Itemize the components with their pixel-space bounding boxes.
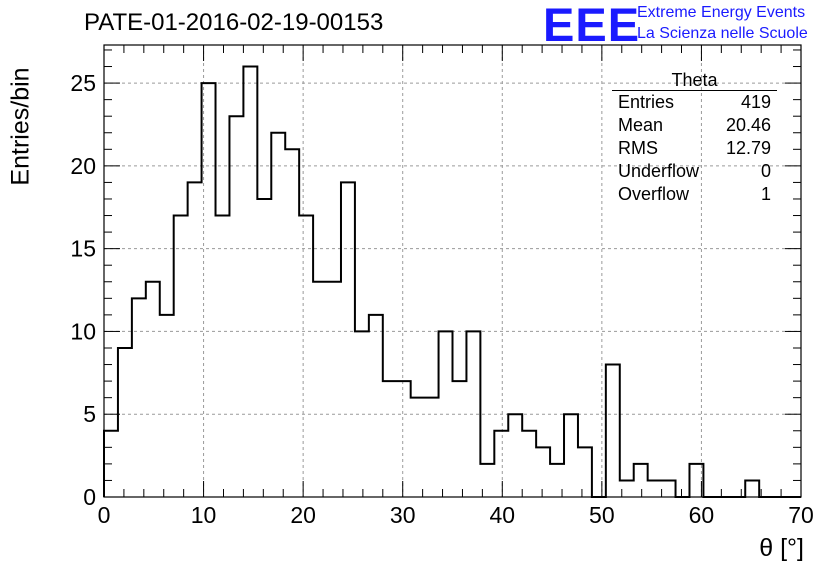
y-tick-label: 10 [70,318,96,344]
stats-label: Entries [618,92,675,112]
plot-frame [103,44,802,498]
stats-label: RMS [618,138,658,158]
eee-logo: EEE [543,0,641,51]
stats-row-overflow: Overflow 1 [612,183,777,206]
x-axis-label: θ [°] [759,534,804,562]
stats-value: 419 [740,92,771,112]
x-tick-label: 0 [98,502,111,528]
x-tick-label: 10 [191,502,217,528]
histogram-outline [103,65,801,498]
chart-title: PATE-01-2016-02-19-00153 [84,9,384,36]
stats-box: Theta Entries 419 Mean 20.46 RMS 12.79 U… [612,71,777,206]
x-tick-label: 70 [788,502,814,528]
stats-row-underflow: Underflow 0 [612,160,777,183]
logo-caption-line2: La Scienza nelle Scuole [637,25,808,42]
stats-row-rms: RMS 12.79 [612,137,777,160]
stats-label: Overflow [618,184,690,204]
stats-value: 12.79 [725,138,771,158]
x-tick-label: 30 [390,502,416,528]
axis-ticks [103,45,802,498]
stats-box-title: Theta [612,71,777,91]
stats-row-mean: Mean 20.46 [612,114,777,137]
stats-value: 1 [760,184,771,204]
stats-label: Mean [618,115,664,135]
y-axis-label: Entries/bin [6,67,35,186]
logo-caption-line1: Extreme Energy Events [637,4,806,21]
y-tick-label: 25 [70,70,96,96]
stats-label: Underflow [618,161,700,181]
x-tick-label: 60 [689,502,715,528]
y-tick-label: 5 [83,401,96,427]
x-tick-label: 40 [489,502,515,528]
stats-row-entries: Entries 419 [612,91,777,114]
logo-caption: Extreme Energy Events La Scienza nelle S… [637,2,808,44]
stats-value: 20.46 [725,115,771,135]
y-tick-label: 0 [83,484,96,510]
y-tick-label: 20 [70,153,96,179]
x-tick-label: 50 [589,502,615,528]
y-tick-label: 15 [70,236,96,262]
stats-value: 0 [760,161,771,181]
x-tick-label: 20 [290,502,316,528]
